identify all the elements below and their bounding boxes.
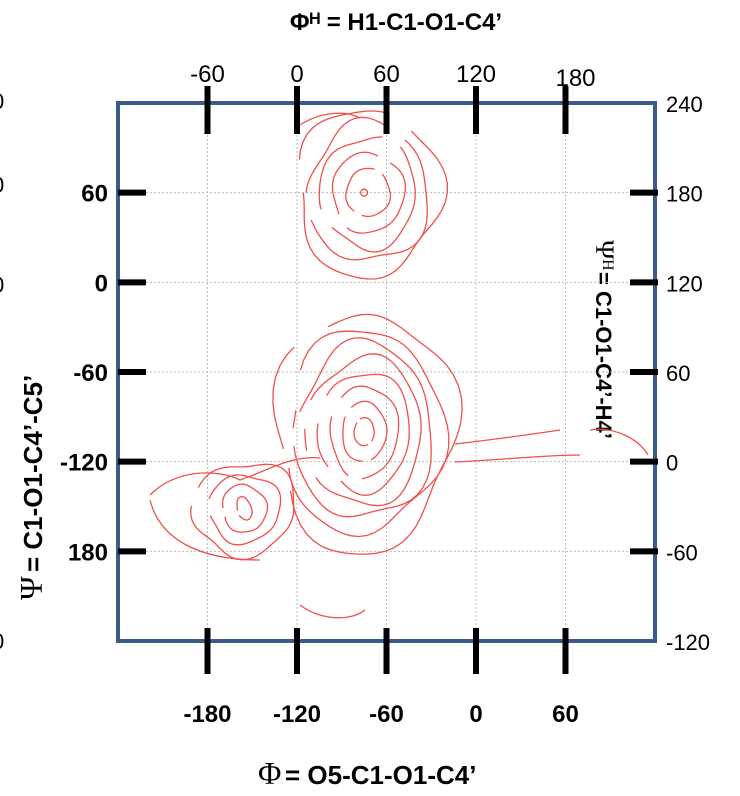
contour-main [272,313,463,555]
tick-labels: -180 -120 -60 0 60 -60 0 60 120 180 60 0 -60 -120 180 2… [0,61,710,728]
tick-label-left: 60 [81,181,108,208]
tick-label-right: 180 [666,182,703,207]
contour-wing-left [149,457,321,561]
contour-upper [305,116,428,261]
svg-text:Ψᴴ: Ψᴴ [590,240,619,271]
contour-wing-vertical [299,112,366,619]
contour-main [316,373,410,496]
tick-label-clipped: 0 [0,89,4,114]
tick-label-clipped: 0 [0,173,4,198]
contour-main [353,417,375,447]
tick-label-right: 60 [666,361,690,386]
tick-label-left: 180 [68,539,108,566]
tick-label-bottom: -120 [273,701,321,728]
tick-label-left: -60 [73,360,108,387]
svg-text:= C1-O1-C4’-H4’: = C1-O1-C4’-H4’ [591,272,616,439]
tick-label-bottom: 0 [469,701,482,728]
tick-label-right: -120 [666,630,710,655]
contour-main [342,400,388,462]
contour-upper [298,110,448,280]
contour-main [329,385,400,480]
tick-label-top: 120 [456,61,496,88]
tick-marks [118,86,658,674]
tick-label-left: 0 [95,270,108,297]
grid-lines [118,103,655,641]
contour-upper [345,167,392,218]
contour-left [236,496,253,521]
contour-lines [149,110,649,619]
svg-text:Φ: Φ [258,755,281,791]
contour-main [293,337,432,518]
tick-label-bottom: -60 [369,701,404,728]
tick-label-clipped: 0 [0,272,4,297]
tick-label-right: -60 [666,540,698,565]
tick-label-top: 0 [290,61,303,88]
tick-label-top: 180 [555,65,595,92]
contour-left [221,483,269,533]
left-axis-title: Ψ = C1-O1-C4’-C5’ [13,375,49,600]
svg-text:Ψ: Ψ [13,576,49,600]
tick-label-right: 120 [666,271,703,296]
tick-label-clipped: 0 [0,629,4,654]
contour-wing-right [454,428,649,463]
tick-label-left: -120 [60,450,108,477]
tick-label-bottom: 60 [552,701,579,728]
tick-label-right: 0 [666,451,678,476]
tick-label-bottom: -180 [183,701,231,728]
svg-text:= O5-C1-O1-C4’: = O5-C1-O1-C4’ [285,760,476,790]
contour-upper [318,136,416,253]
tick-label-right: 240 [666,92,703,117]
bottom-axis-title: Φ = O5-C1-O1-C4’ [258,755,476,791]
top-axis-title: Φᴴ = H1-C1-O1-C4’ [290,9,502,36]
contour-main [304,353,422,507]
contour-upper-center [359,188,369,197]
right-axis-title: Ψᴴ = C1-O1-C4’-H4’ [590,240,619,439]
tick-label-top: -60 [190,61,225,88]
contour-upper [331,151,407,234]
tick-label-top: 60 [373,61,400,88]
contour-left [208,474,282,546]
svg-text:= C1-O1-C4’-C5’: = C1-O1-C4’-C5’ [18,375,48,572]
contour-main [288,330,450,538]
